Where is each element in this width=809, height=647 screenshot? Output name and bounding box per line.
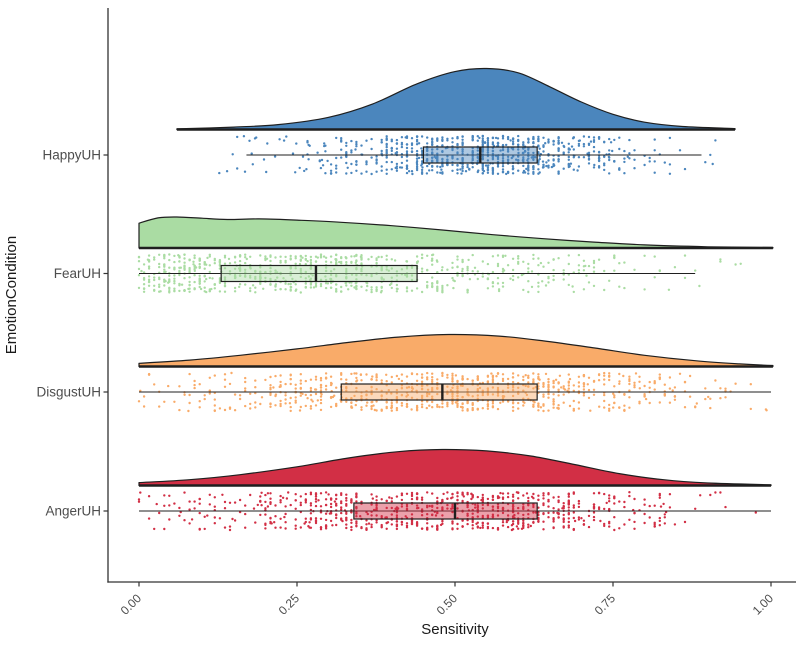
y-category-label-AngerUH: AngerUH <box>45 504 101 519</box>
y-category-label-HappyUH: HappyUH <box>42 148 101 163</box>
density-FearUH <box>138 216 774 249</box>
jitter-points-layer <box>137 134 768 532</box>
y-category-label-FearUH: FearUH <box>54 266 101 281</box>
y-category-label-DisgustUH: DisgustUH <box>36 385 101 400</box>
density-HappyUH <box>176 67 736 131</box>
points-AngerUH <box>137 491 757 532</box>
x-tick-label-0.75: 0.75 <box>592 591 619 618</box>
x-tick-label-0.50: 0.50 <box>434 591 461 618</box>
boxplot-FearUH <box>220 264 418 283</box>
boxplot-layer <box>139 146 771 520</box>
x-tick-label-0.25: 0.25 <box>276 591 303 618</box>
x-tick-label-0.00: 0.00 <box>118 591 145 618</box>
density-layer <box>138 67 774 487</box>
boxplot-DisgustUH <box>340 383 538 401</box>
density-AngerUH <box>138 448 772 487</box>
points-DisgustUH <box>137 371 768 413</box>
points-FearUH <box>137 253 742 294</box>
boxplot-AngerUH <box>353 502 538 520</box>
points-HappyUH <box>218 134 717 176</box>
y-axis-title: EmotionCondition <box>3 236 20 354</box>
axes-layer: HappyUH FearUH DisgustUH AngerUH 0.00 0.25 0.5… <box>36 8 796 618</box>
x-tick-label-1.00: 1.00 <box>750 591 777 618</box>
x-axis-title: Sensitivity <box>421 621 489 638</box>
density-DisgustUH <box>138 333 774 368</box>
